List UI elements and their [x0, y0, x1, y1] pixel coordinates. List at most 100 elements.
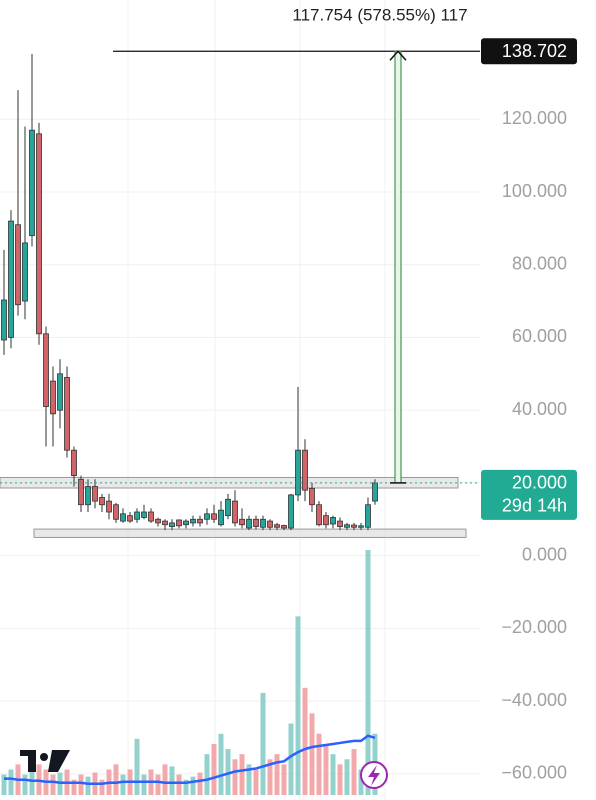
- candle-body: [183, 520, 189, 526]
- candle-body: [120, 513, 126, 522]
- volume-bar: [330, 754, 336, 795]
- y-tick-label: 0.000: [522, 544, 567, 564]
- candle-body: [15, 224, 21, 306]
- candle-body: [155, 518, 161, 524]
- candle-body: [281, 525, 287, 529]
- volume-bar: [197, 772, 203, 795]
- candle-body: [204, 513, 210, 520]
- candle-body: [288, 494, 294, 529]
- candle-body: [8, 220, 14, 338]
- candle-body: [295, 449, 301, 496]
- volume-bar: [316, 733, 322, 795]
- candle-body: [190, 518, 196, 524]
- volume-bar: [239, 754, 245, 795]
- candle-body: [29, 129, 35, 237]
- volume-bar: [365, 550, 371, 795]
- y-tick-label: −40.000: [501, 690, 567, 710]
- volume-bar: [22, 774, 28, 795]
- candle-body: [134, 511, 140, 520]
- candle-body: [169, 522, 175, 527]
- volume-bar: [183, 779, 189, 795]
- candle-body: [232, 500, 238, 524]
- countdown: 29d 14h: [502, 496, 567, 516]
- candle-body: [1, 299, 7, 341]
- candle-body: [267, 520, 273, 528]
- volume-bar: [190, 776, 196, 795]
- candle-body: [148, 511, 154, 522]
- candle-body: [127, 515, 133, 522]
- candle-body: [316, 504, 322, 526]
- candle-body: [330, 517, 336, 525]
- lightning-button[interactable]: [360, 761, 388, 789]
- volume-bar: [1, 774, 7, 795]
- candle-body: [106, 500, 112, 513]
- volume-bar: [204, 754, 210, 795]
- candle-body: [246, 518, 252, 529]
- volume-bar: [281, 764, 287, 795]
- last-price-label: 20.000: [512, 473, 567, 493]
- volume-bar: [211, 743, 217, 795]
- candle-body: [337, 520, 343, 527]
- volume-bar: [351, 749, 357, 795]
- y-tick-label: −60.000: [501, 763, 567, 783]
- volume-bar: [176, 774, 182, 795]
- candle-body: [197, 518, 203, 524]
- candle-body: [99, 497, 105, 506]
- volume-bar: [141, 774, 147, 795]
- volume-bar: [267, 759, 273, 795]
- candle-body: [50, 380, 56, 415]
- volume-bar: [274, 754, 280, 795]
- target-badge: [481, 38, 577, 65]
- candle-body: [351, 524, 357, 528]
- volume-bar: [8, 769, 14, 795]
- y-tick-label: 120.000: [502, 108, 567, 128]
- candle-body: [218, 509, 224, 526]
- candle-body: [239, 518, 245, 526]
- volume-bar: [323, 743, 329, 795]
- candle-body: [274, 524, 280, 528]
- candle-body: [302, 449, 308, 491]
- volume-bar: [337, 764, 343, 795]
- candle-body: [43, 333, 49, 407]
- candle-body: [78, 478, 84, 506]
- volume-bar: [309, 713, 315, 795]
- candle-body: [57, 373, 63, 411]
- volume-bar: [344, 759, 350, 795]
- volume-bar: [78, 774, 84, 795]
- candle-body: [113, 504, 119, 520]
- volume-bar: [253, 769, 259, 795]
- volume-bar: [99, 779, 105, 795]
- candle-body: [92, 486, 98, 502]
- y-tick-label: −20.000: [501, 617, 567, 637]
- candle-body: [85, 486, 91, 506]
- candle-body: [36, 133, 42, 335]
- volume-bar: [218, 733, 224, 795]
- y-tick-label: 60.000: [512, 326, 567, 346]
- candle-body: [309, 487, 315, 506]
- y-tick-label: 100.000: [502, 181, 567, 201]
- candle-body: [323, 515, 329, 526]
- volume-bar: [134, 738, 140, 795]
- candle-body: [372, 482, 378, 502]
- candle-body: [358, 525, 364, 528]
- last-price-badge: [481, 469, 577, 520]
- measure-range: [394, 50, 402, 484]
- volume-bar: [169, 766, 175, 795]
- candle-body: [225, 498, 231, 517]
- volume-bar: [162, 764, 168, 795]
- volume-bar: [225, 749, 231, 795]
- y-tick-label: 40.000: [512, 399, 567, 419]
- volume-bar: [260, 692, 266, 795]
- volume-bar: [246, 764, 252, 795]
- candle-body: [22, 242, 28, 302]
- grid: [127, 0, 386, 800]
- candle-body: [162, 520, 168, 526]
- candle-body: [253, 518, 259, 527]
- volume-bar: [288, 723, 294, 795]
- volume-bar: [29, 759, 35, 795]
- candle-body: [71, 449, 77, 477]
- target-label: 138.702: [502, 41, 567, 61]
- candle-body: [260, 518, 266, 528]
- logo: [20, 750, 70, 772]
